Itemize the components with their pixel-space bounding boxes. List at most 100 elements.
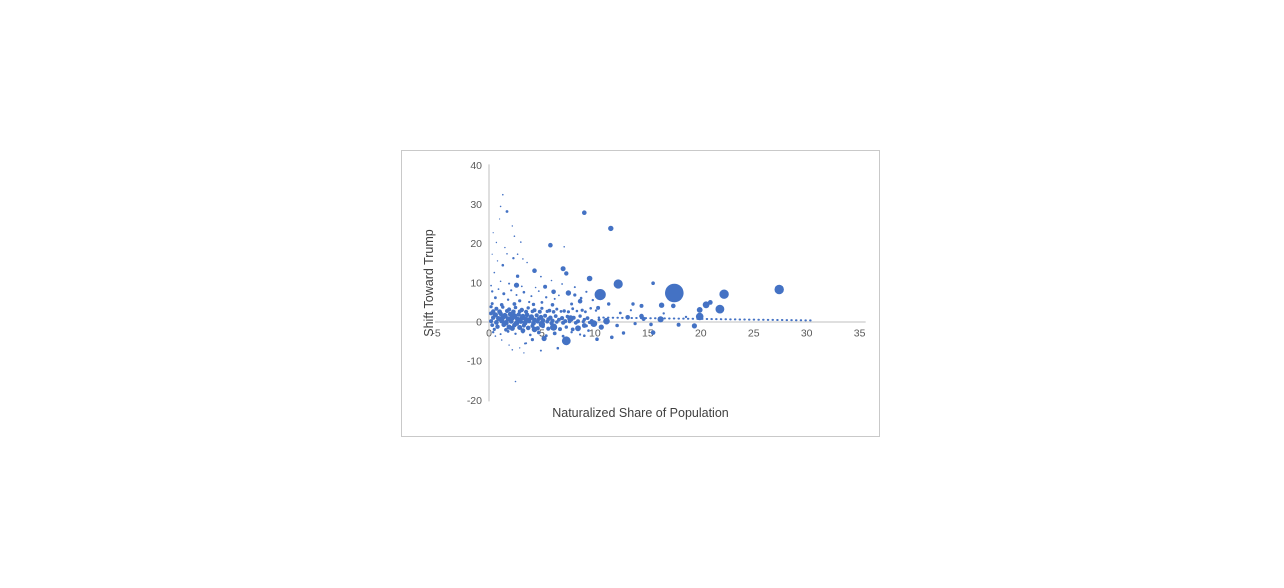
data-point xyxy=(548,242,553,248)
data-point xyxy=(491,253,493,255)
data-point xyxy=(582,210,587,215)
data-point xyxy=(613,279,623,289)
data-point xyxy=(567,315,574,322)
data-point xyxy=(577,298,583,304)
data-point xyxy=(564,271,569,276)
y-tick-label: 0 xyxy=(476,317,482,329)
data-point xyxy=(657,316,664,323)
x-axis-title: Naturalized Share of Population xyxy=(552,406,729,420)
data-point xyxy=(508,282,511,285)
data-point xyxy=(506,298,510,301)
x-tick-label: 0 xyxy=(486,328,492,340)
x-tick-label: 15 xyxy=(642,328,654,340)
data-point xyxy=(509,325,515,331)
data-point xyxy=(534,286,537,289)
data-point xyxy=(649,322,653,327)
data-point xyxy=(493,271,496,274)
data-point xyxy=(550,303,555,307)
data-point xyxy=(583,334,586,337)
data-point xyxy=(550,279,553,282)
data-point xyxy=(513,282,520,288)
data-point xyxy=(511,309,516,315)
data-point xyxy=(585,316,590,320)
data-point xyxy=(494,306,499,311)
data-point xyxy=(561,334,565,338)
y-tick-label: 20 xyxy=(470,238,482,250)
data-point xyxy=(499,318,505,324)
data-point xyxy=(584,310,587,314)
y-tick-label: 10 xyxy=(470,277,482,289)
data-point xyxy=(510,289,513,292)
data-point xyxy=(490,302,494,306)
data-point xyxy=(597,318,601,322)
data-point xyxy=(629,309,632,312)
data-point xyxy=(499,218,501,220)
data-point xyxy=(515,274,520,278)
data-point xyxy=(508,344,510,346)
data-point xyxy=(501,322,507,328)
data-point xyxy=(520,328,526,333)
chart-panel: 40 30 20 10 0 -10 -20 -5 0 5 10 15 20 25 30 35 Shift To… xyxy=(401,150,880,437)
data-point xyxy=(596,305,601,310)
data-point xyxy=(494,296,497,300)
data-point xyxy=(556,346,560,350)
data-point xyxy=(540,275,542,278)
data-point xyxy=(537,290,540,292)
data-point xyxy=(543,284,548,289)
data-point xyxy=(543,313,548,318)
data-point xyxy=(560,266,566,272)
data-point xyxy=(499,333,502,336)
data-point xyxy=(530,309,535,314)
data-point xyxy=(501,263,505,267)
data-point xyxy=(551,310,556,314)
data-point xyxy=(502,292,506,296)
data-point xyxy=(585,290,588,293)
data-point xyxy=(650,330,656,335)
data-point xyxy=(610,335,614,340)
data-point xyxy=(570,331,573,334)
data-point xyxy=(573,293,577,297)
data-point xyxy=(504,246,506,249)
data-point xyxy=(715,304,725,314)
data-point xyxy=(489,311,494,316)
data-point xyxy=(553,314,558,318)
data-point xyxy=(513,235,516,237)
data-point xyxy=(563,246,565,248)
data-point xyxy=(518,299,522,303)
data-point xyxy=(529,333,532,337)
data-point xyxy=(579,333,582,336)
data-point xyxy=(573,286,576,289)
data-point xyxy=(707,300,713,305)
data-point xyxy=(603,317,610,325)
data-point xyxy=(662,312,665,315)
data-point xyxy=(526,306,530,310)
data-point xyxy=(545,319,550,324)
data-point xyxy=(557,317,561,322)
data-point xyxy=(575,325,581,332)
data-point xyxy=(581,323,587,328)
data-point xyxy=(527,319,532,324)
data-point xyxy=(545,296,548,299)
data-point xyxy=(665,283,684,303)
data-point xyxy=(513,305,518,310)
data-point xyxy=(558,327,562,332)
data-point xyxy=(774,284,784,295)
data-point xyxy=(608,225,614,232)
data-point xyxy=(551,289,556,295)
data-point xyxy=(491,315,496,320)
data-point xyxy=(490,323,495,327)
data-point xyxy=(676,322,681,327)
data-point xyxy=(494,335,497,337)
data-point xyxy=(631,302,635,306)
data-point xyxy=(499,205,502,208)
data-point xyxy=(492,232,494,234)
x-tick-label: 35 xyxy=(854,328,866,340)
data-point xyxy=(545,309,549,313)
data-point xyxy=(607,302,611,306)
data-point xyxy=(719,289,729,299)
data-point xyxy=(702,301,710,309)
y-axis-title: Shift Toward Trump xyxy=(422,229,436,337)
x-tick-label: 20 xyxy=(695,328,707,340)
data-point xyxy=(500,339,503,341)
